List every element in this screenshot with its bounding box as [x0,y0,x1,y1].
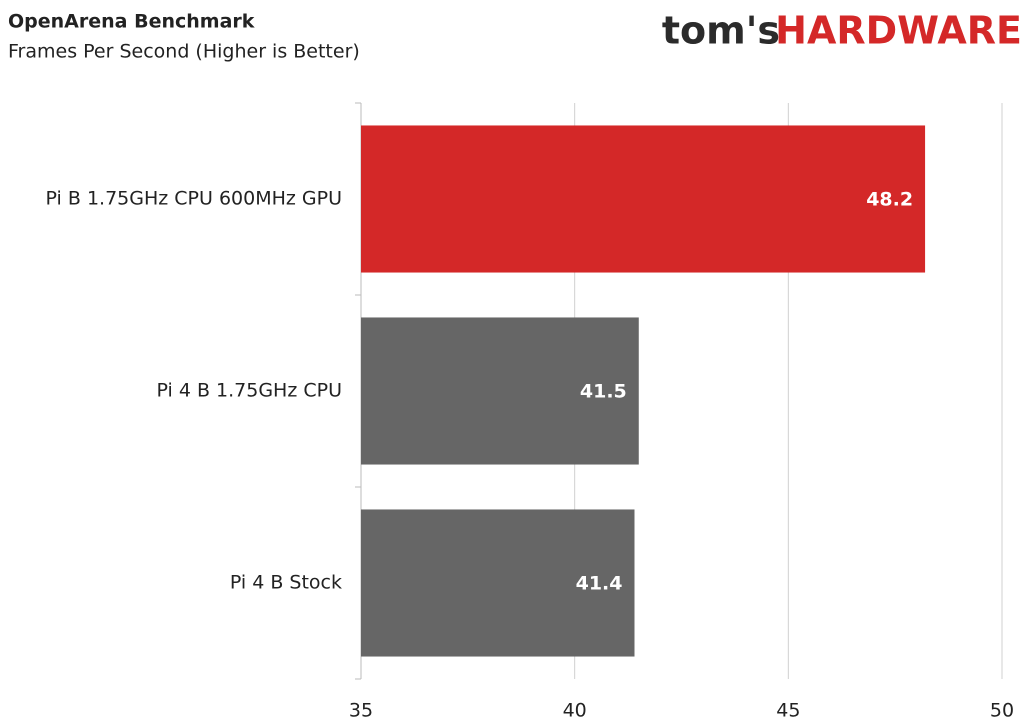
value-label: 41.5 [580,381,627,403]
bar [361,509,635,657]
x-tick-label: 40 [563,700,587,722]
bar [361,317,639,465]
value-label: 41.4 [576,573,623,595]
chart-subtitle: Frames Per Second (Higher is Better) [8,41,360,63]
x-tick-label: 45 [776,700,800,722]
x-tick-label: 35 [349,700,373,722]
y-tick-label: Pi 4 B Stock [230,572,342,594]
bar [361,125,926,273]
chart-title: OpenArena Benchmark [8,11,255,33]
y-tick-label: Pi 4 B 1.75GHz CPU [156,380,342,402]
logo-left: tom's [662,9,780,53]
x-tick-label: 50 [990,700,1014,722]
value-label: 48.2 [866,189,913,211]
y-tick-label: Pi B 1.75GHz CPU 600MHz GPU [46,188,342,210]
logo-right: HARDWARE [775,9,1022,53]
